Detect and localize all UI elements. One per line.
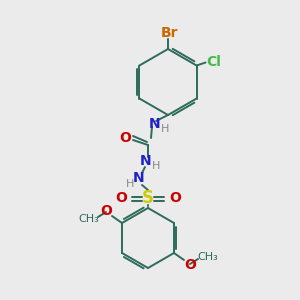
Text: H: H xyxy=(152,161,160,171)
Text: O: O xyxy=(169,191,181,205)
Text: O: O xyxy=(100,204,112,218)
Text: S: S xyxy=(142,189,154,207)
Text: Br: Br xyxy=(160,26,178,40)
Text: O: O xyxy=(184,258,196,272)
Text: CH₃: CH₃ xyxy=(79,214,99,224)
Text: H: H xyxy=(161,124,169,134)
Text: O: O xyxy=(119,131,131,145)
Text: CH₃: CH₃ xyxy=(198,252,218,262)
Text: H: H xyxy=(126,179,134,189)
Text: O: O xyxy=(115,191,127,205)
Text: N: N xyxy=(149,117,161,131)
Text: N: N xyxy=(140,154,152,168)
Text: N: N xyxy=(133,171,145,185)
Text: Cl: Cl xyxy=(206,55,221,68)
